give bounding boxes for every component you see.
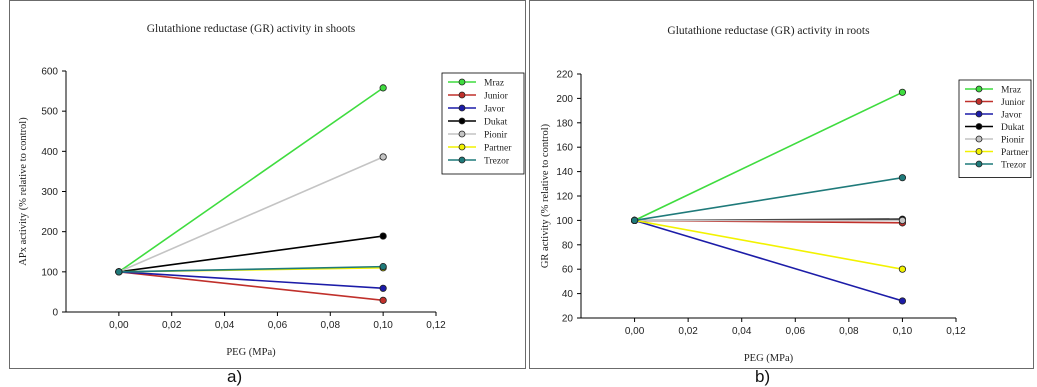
legend-label-javor: Javor xyxy=(484,105,505,115)
legend-label-mraz: Mraz xyxy=(484,79,504,89)
y-tick-label: 600 xyxy=(41,67,58,78)
data-point-partner xyxy=(898,265,907,273)
data-point-javor xyxy=(898,297,907,305)
x-tick-label: 0,10 xyxy=(373,320,393,331)
y-tick-label: 120 xyxy=(556,192,573,203)
legend-marker-junior xyxy=(458,91,466,99)
data-point-trezor xyxy=(630,216,639,224)
y-tick-label: 140 xyxy=(556,167,573,178)
x-tick-label: 0,02 xyxy=(162,320,182,331)
series-line-partner xyxy=(634,219,903,270)
y-tick-label: 180 xyxy=(556,118,573,129)
series-line-mraz xyxy=(118,87,384,273)
legend-label-trezor: Trezor xyxy=(484,157,510,167)
legend-marker-dukat xyxy=(975,123,983,130)
legend-marker-javor xyxy=(975,110,983,118)
legend-marker-pionir xyxy=(458,130,466,138)
data-point-mraz xyxy=(379,84,387,92)
y-tick-label: 20 xyxy=(562,314,574,325)
legend-box xyxy=(958,79,1032,178)
legend-label-trezor: Trezor xyxy=(1001,161,1027,171)
data-point-dukat xyxy=(379,232,387,240)
y-tick-label: 40 xyxy=(562,289,574,300)
y-tick-label: 100 xyxy=(556,216,573,227)
caption-a: a) xyxy=(227,367,243,386)
legend-marker-trezor xyxy=(458,156,466,164)
series-line-dukat xyxy=(118,235,384,273)
chart-svg-roots: Glutathione reductase (GR) activity in r… xyxy=(540,25,1032,364)
chart-panel-shoots: Glutathione reductase (GR) activity in s… xyxy=(9,0,526,369)
x-tick-label: 0,04 xyxy=(215,320,235,331)
series-line-junior xyxy=(118,271,384,302)
legend-marker-trezor xyxy=(975,160,983,168)
data-point-junior xyxy=(379,296,387,304)
legend-marker-partner xyxy=(458,143,466,151)
legend-label-mraz: Mraz xyxy=(1001,86,1021,96)
legend-label-javor: Javor xyxy=(1001,111,1022,121)
legend-label-junior: Junior xyxy=(484,92,509,102)
x-tick-label: 0,00 xyxy=(625,326,645,337)
data-point-javor xyxy=(379,284,387,292)
legend-label-pionir: Pionir xyxy=(1001,136,1025,146)
data-point-pionir xyxy=(379,153,387,161)
legend-marker-junior xyxy=(975,98,983,105)
series-line-mraz xyxy=(634,91,903,222)
y-tick-label: 400 xyxy=(41,147,58,158)
data-point-trezor xyxy=(379,263,387,271)
legend-marker-dukat xyxy=(458,117,466,125)
data-point-pionir xyxy=(898,216,907,224)
x-axis-label: PEG (MPa) xyxy=(226,347,276,358)
y-axis-label: GR activity (% relative to control) xyxy=(540,123,551,268)
x-tick-label: 0,08 xyxy=(321,320,341,331)
x-tick-label: 0,06 xyxy=(268,320,288,331)
x-tick-label: 0,04 xyxy=(732,326,752,337)
x-tick-label: 0,12 xyxy=(946,326,966,337)
legend-marker-javor xyxy=(458,104,466,112)
x-tick-label: 0,12 xyxy=(426,320,446,331)
chart-title: Glutathione reductase (GR) activity in r… xyxy=(667,25,870,37)
legend-label-dukat: Dukat xyxy=(1001,123,1025,133)
y-tick-label: 300 xyxy=(41,187,58,198)
chart-panel-roots: Glutathione reductase (GR) activity in r… xyxy=(529,0,1034,369)
y-tick-label: 80 xyxy=(562,240,574,251)
series-line-javor xyxy=(634,219,903,302)
y-tick-label: 500 xyxy=(41,107,58,118)
chart-svg-shoots: Glutathione reductase (GR) activity in s… xyxy=(18,23,525,358)
y-tick-label: 200 xyxy=(41,227,58,238)
legend-box xyxy=(441,72,525,175)
series-line-javor xyxy=(118,271,384,290)
y-tick-label: 100 xyxy=(41,267,58,278)
legend-marker-mraz xyxy=(458,78,466,86)
chart-title: Glutathione reductase (GR) activity in s… xyxy=(147,23,356,35)
series-line-trezor xyxy=(118,265,384,273)
series-line-trezor xyxy=(634,176,903,222)
legend-label-partner: Partner xyxy=(1001,148,1029,158)
y-tick-label: 220 xyxy=(556,70,573,81)
y-tick-label: 160 xyxy=(556,143,573,154)
legend-marker-partner xyxy=(975,148,983,155)
y-tick-label: 60 xyxy=(562,265,574,276)
legend-label-pionir: Pionir xyxy=(484,131,508,141)
legend-marker-mraz xyxy=(975,85,983,93)
x-tick-label: 0,00 xyxy=(109,320,129,331)
y-tick-label: 200 xyxy=(556,94,573,105)
data-point-trezor xyxy=(898,174,907,182)
x-axis-label: PEG (MPa) xyxy=(744,353,794,364)
legend-label-partner: Partner xyxy=(484,144,512,154)
series-line-pionir xyxy=(118,156,384,273)
x-tick-label: 0,08 xyxy=(839,326,859,337)
data-point-mraz xyxy=(898,88,907,96)
y-tick-label: 0 xyxy=(52,308,58,319)
y-axis-label: APx activity (% relative to control) xyxy=(18,117,29,266)
legend-marker-pionir xyxy=(975,135,983,143)
x-tick-label: 0,06 xyxy=(786,326,806,337)
legend-label-dukat: Dukat xyxy=(484,118,508,128)
x-tick-label: 0,10 xyxy=(893,326,913,337)
caption-b: b) xyxy=(755,367,771,386)
x-tick-label: 0,02 xyxy=(678,326,698,337)
legend-label-junior: Junior xyxy=(1001,98,1026,108)
data-point-trezor xyxy=(115,268,123,276)
